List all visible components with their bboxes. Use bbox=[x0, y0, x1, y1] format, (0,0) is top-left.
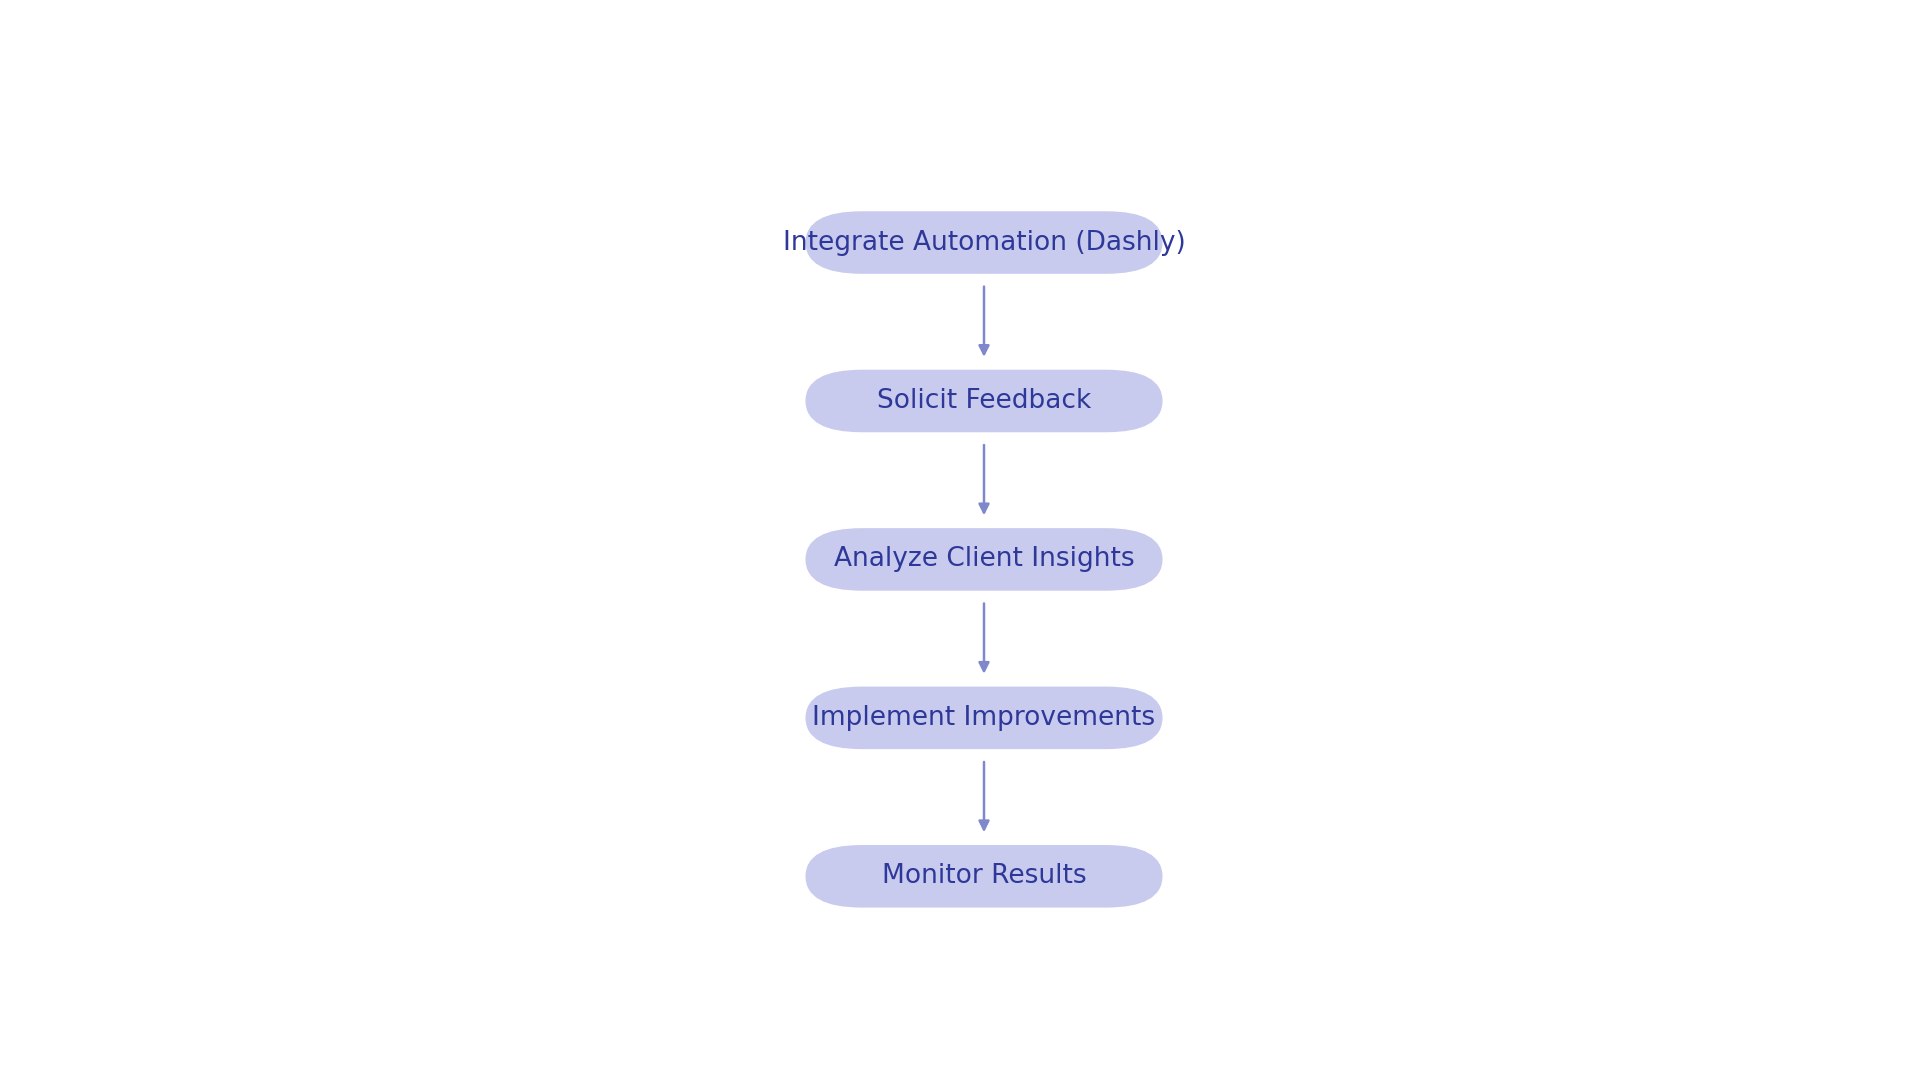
Text: Analyze Client Insights: Analyze Client Insights bbox=[833, 547, 1135, 573]
Text: Implement Improvements: Implement Improvements bbox=[812, 705, 1156, 731]
FancyBboxPatch shape bbox=[806, 369, 1162, 432]
Text: Monitor Results: Monitor Results bbox=[881, 863, 1087, 889]
Text: Solicit Feedback: Solicit Feedback bbox=[877, 388, 1091, 414]
FancyBboxPatch shape bbox=[806, 845, 1162, 908]
FancyBboxPatch shape bbox=[806, 687, 1162, 749]
FancyBboxPatch shape bbox=[806, 529, 1162, 590]
FancyBboxPatch shape bbox=[806, 211, 1162, 274]
Text: Integrate Automation (Dashly): Integrate Automation (Dashly) bbox=[783, 230, 1185, 256]
